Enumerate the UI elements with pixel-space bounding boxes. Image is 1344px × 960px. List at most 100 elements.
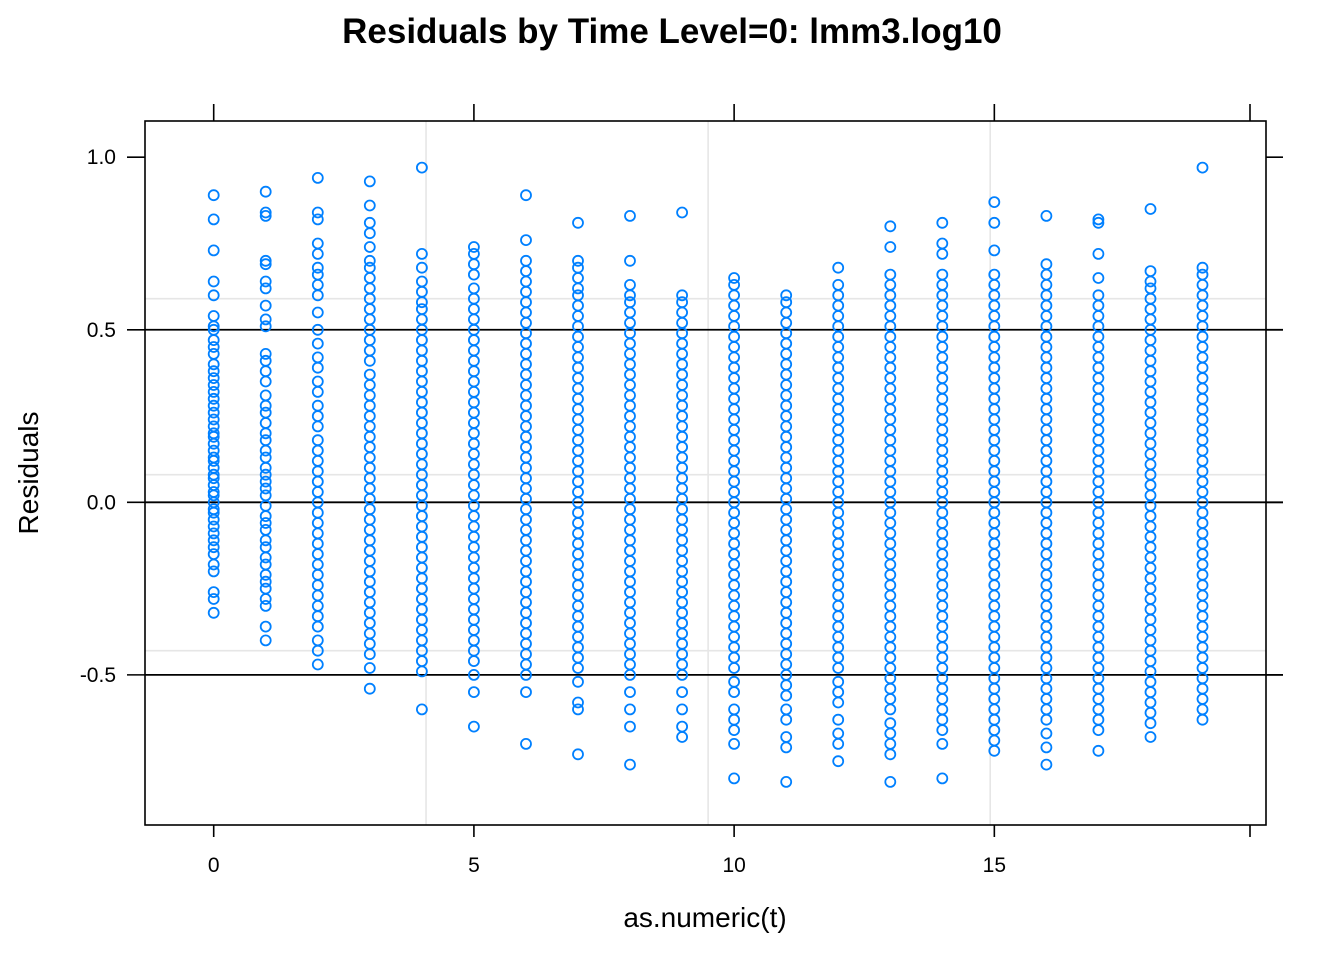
data-point [363, 534, 376, 547]
data-point [259, 475, 272, 488]
data-point [520, 337, 532, 350]
data-point [520, 420, 532, 433]
data-point [207, 189, 220, 202]
data-point [728, 568, 740, 581]
data-point [467, 427, 480, 440]
data-point [467, 354, 480, 367]
data-point [311, 323, 324, 336]
data-point [728, 444, 740, 457]
data-point [311, 537, 324, 550]
data-point [884, 620, 897, 633]
y-tick-label-1: 0.0 [87, 491, 116, 514]
data-point [259, 282, 272, 295]
data-point [311, 434, 324, 447]
data-point [780, 289, 793, 302]
data-point [884, 662, 897, 674]
data-point [207, 548, 220, 560]
data-point [780, 503, 793, 516]
data-point [572, 517, 584, 529]
data-point [259, 489, 272, 502]
data-point [1144, 448, 1157, 460]
data-point [676, 596, 688, 609]
data-point [1196, 537, 1209, 550]
data-point [780, 637, 793, 650]
data-point [311, 644, 324, 657]
data-point [1040, 413, 1053, 426]
data-point [1144, 406, 1157, 419]
data-point [936, 299, 949, 312]
data-point [624, 347, 636, 360]
data-point [624, 627, 636, 640]
data-point [572, 600, 584, 612]
data-point [936, 703, 949, 716]
data-point [311, 600, 324, 612]
data-point [572, 444, 584, 457]
data-point [363, 662, 376, 674]
data-point [1144, 385, 1157, 398]
data-point [1196, 651, 1209, 664]
data-point [624, 758, 636, 771]
data-point [259, 468, 272, 481]
data-point [520, 617, 532, 629]
data-point [363, 524, 376, 536]
data-point [259, 551, 272, 564]
data-point [207, 347, 220, 360]
data-point [676, 289, 688, 302]
data-point [520, 368, 532, 381]
data-point [832, 382, 845, 395]
data-point [259, 434, 272, 447]
data-point [1040, 727, 1053, 740]
data-point [624, 451, 636, 464]
data-point [363, 565, 376, 578]
data-point [780, 461, 793, 474]
data-point [207, 513, 220, 526]
data-point [1196, 589, 1209, 602]
data-point [1196, 361, 1209, 374]
data-point [311, 337, 324, 350]
data-point [832, 755, 845, 768]
data-point [1092, 444, 1105, 457]
data-point [467, 572, 480, 585]
data-point [1092, 330, 1105, 343]
data-point [780, 689, 793, 702]
data-point [624, 596, 636, 609]
data-point [1092, 341, 1105, 353]
data-point [1196, 682, 1209, 695]
data-point [1092, 517, 1105, 529]
data-point [1196, 713, 1209, 726]
data-point [467, 385, 480, 398]
data-point [676, 731, 688, 743]
data-point [884, 392, 897, 405]
data-point [1144, 458, 1157, 471]
data-point [936, 558, 949, 571]
data-point [311, 361, 324, 374]
data-point [624, 209, 636, 222]
data-point [676, 534, 688, 547]
data-point [780, 658, 793, 671]
data-point [936, 537, 949, 550]
data-point [624, 606, 636, 619]
data-point [1040, 589, 1053, 602]
data-point [936, 548, 949, 560]
data-point [1040, 527, 1053, 540]
data-point [884, 682, 897, 695]
data-point [363, 354, 376, 367]
data-point [780, 565, 793, 578]
data-point [1196, 610, 1209, 623]
data-point [676, 430, 688, 443]
data-point [1196, 600, 1209, 612]
data-point [780, 399, 793, 412]
data-point [676, 206, 688, 219]
data-point [1040, 372, 1053, 385]
data-point [936, 620, 949, 633]
data-point [467, 406, 480, 419]
data-point [884, 727, 897, 740]
data-point [259, 427, 272, 440]
data-point [728, 620, 740, 633]
data-point [728, 738, 740, 750]
data-point [1040, 579, 1053, 592]
data-point [520, 658, 532, 671]
data-point [832, 696, 845, 709]
data-point [624, 555, 636, 567]
data-point [936, 310, 949, 322]
